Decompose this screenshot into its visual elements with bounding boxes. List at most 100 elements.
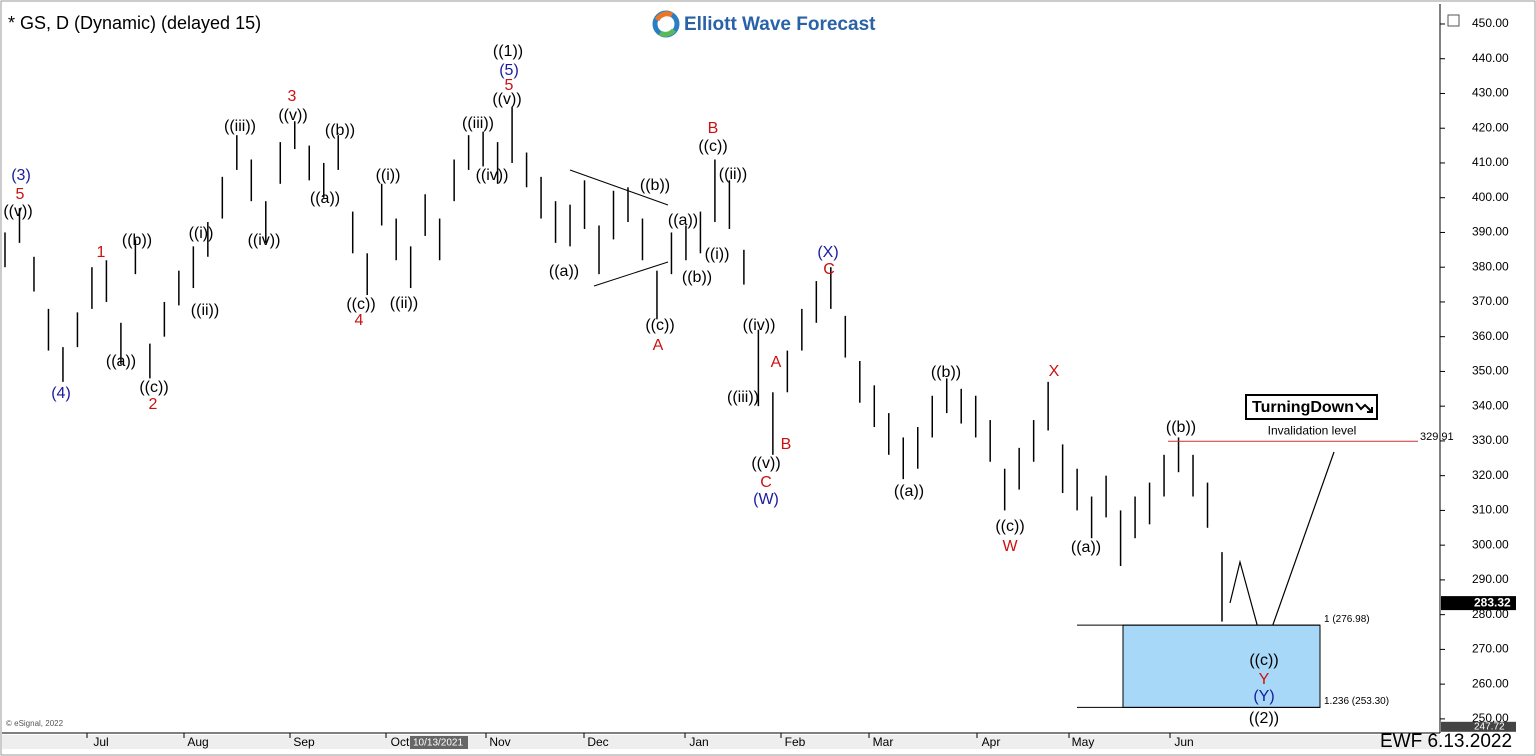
wave-label: ((b)) [640,177,670,194]
y-tick-label: 270.00 [1472,642,1509,656]
wave-label: B [781,436,792,453]
wave-label: (X) [817,244,838,261]
wave-label: ((a)) [310,190,340,207]
badge-text: TurningDown [1252,399,1354,416]
wave-label: 2 [149,396,158,413]
wave-label: ((c)) [346,296,375,313]
chart-title: * GS, D (Dynamic) (delayed 15) [8,13,261,33]
wave-label: ((a)) [106,353,136,370]
wave-label: ((b)) [1166,419,1196,436]
copyright: © eSignal, 2022 [6,719,64,728]
wave-label: X [1049,363,1060,380]
y-tick-label: 450.00 [1472,16,1509,30]
wave-label: ((a)) [549,263,579,280]
x-tick-label: Oct [391,735,410,749]
x-tick-label: Dec [587,735,608,749]
invalidation-value: 329.91 [1420,431,1454,443]
wave-label: ((iii)) [224,118,256,135]
x-tick-label: May [1072,735,1095,749]
wave-label: ((a)) [668,212,698,229]
wave-label: W [1002,538,1018,555]
brand-logo-arc [658,28,676,37]
wave-label: ((v)) [278,107,307,124]
wave-label: B [708,120,719,137]
y-tick-label: 430.00 [1472,86,1509,100]
wave-label: ((a)) [894,483,924,500]
y-tick-label: 260.00 [1472,676,1509,690]
wave-label: ((i)) [189,225,214,242]
y-tick-label: 340.00 [1472,398,1509,412]
y-tick-label: 440.00 [1472,51,1509,65]
y-tick-label: 290.00 [1472,572,1509,586]
wave-label: ((i)) [705,246,730,263]
badge-arrow [1355,402,1373,413]
brand-logo-arc [654,11,674,22]
low-marker-box [1441,721,1516,732]
last-price-box [1441,596,1516,611]
wave-label: C [760,474,772,491]
x-tick-label: Jan [689,735,708,749]
footer: EWF 6.13.2022 [1380,731,1512,752]
wave-label: ((c)) [995,518,1024,535]
wave-label: ((2)) [1249,710,1279,727]
wave-label: ((b)) [122,232,152,249]
y-tick-label: 400.00 [1472,190,1509,204]
wave-label: (5) [499,62,519,79]
y-tick-label: 390.00 [1472,225,1509,239]
y-tick-label: 280.00 [1472,607,1509,621]
y-tick-label: 300.00 [1472,537,1509,551]
x-tick-label: Nov [489,735,510,749]
cursor-date-box [410,736,468,749]
invalidation-label: Invalidation level [1268,423,1357,437]
wave-label: (3) [11,167,31,184]
y-tick-label: 410.00 [1472,155,1509,169]
wave-label: 4 [355,312,364,329]
fib-label: 1 (276.98) [1324,614,1370,625]
wave-label: 3 [288,88,297,105]
x-tick-label: Jul [93,735,108,749]
y-tick-label: 350.00 [1472,364,1509,378]
fib-box [1122,624,1321,708]
wave-label: ((iii)) [727,389,759,406]
triangle-line [593,261,669,287]
wave-label: A [653,337,664,354]
cursor-date: 10/13/2021 [413,738,463,749]
wave-label: ((1)) [493,43,523,60]
brand-name: Elliott Wave Forecast [684,14,876,35]
x-tick-label: Feb [785,735,806,749]
wave-label: ((c)) [1249,652,1278,669]
wave-label: (4) [51,385,71,402]
badge-box [1245,394,1378,420]
triangle-line [569,169,669,206]
wave-label: ((b)) [931,364,961,381]
wave-label: ((iii)) [462,115,494,132]
y-tick-label: 370.00 [1472,294,1509,308]
wave-label: ((v)) [492,91,521,108]
wave-label: ((b)) [682,269,712,286]
wave-label: (Y) [1253,688,1274,705]
x-axis-strip [2,735,1440,749]
x-tick-label: Mar [873,735,894,749]
window-icon [1447,14,1460,27]
last-price: 283.32 [1474,595,1511,609]
wave-label: A [771,354,782,371]
y-tick-label: 420.00 [1472,120,1509,134]
wave-label: (W) [753,491,779,508]
low-marker: 247.72 [1474,721,1505,732]
wave-label: ((iv)) [743,317,776,334]
wave-label: ((c)) [698,138,727,155]
y-tick-label: 250.00 [1472,711,1509,725]
x-tick-label: Sep [293,735,315,749]
wave-label: ((b)) [325,122,355,139]
wave-label: ((a)) [1071,539,1101,556]
wave-label: ((iv)) [476,167,509,184]
y-tick-label: 320.00 [1472,468,1509,482]
wave-label: Y [1259,671,1270,688]
wave-label: ((i)) [376,167,401,184]
wave-label: ((iv)) [248,232,281,249]
wave-label: ((c)) [139,379,168,396]
wave-label: C [823,261,835,278]
x-tick-label: Jun [1174,735,1193,749]
